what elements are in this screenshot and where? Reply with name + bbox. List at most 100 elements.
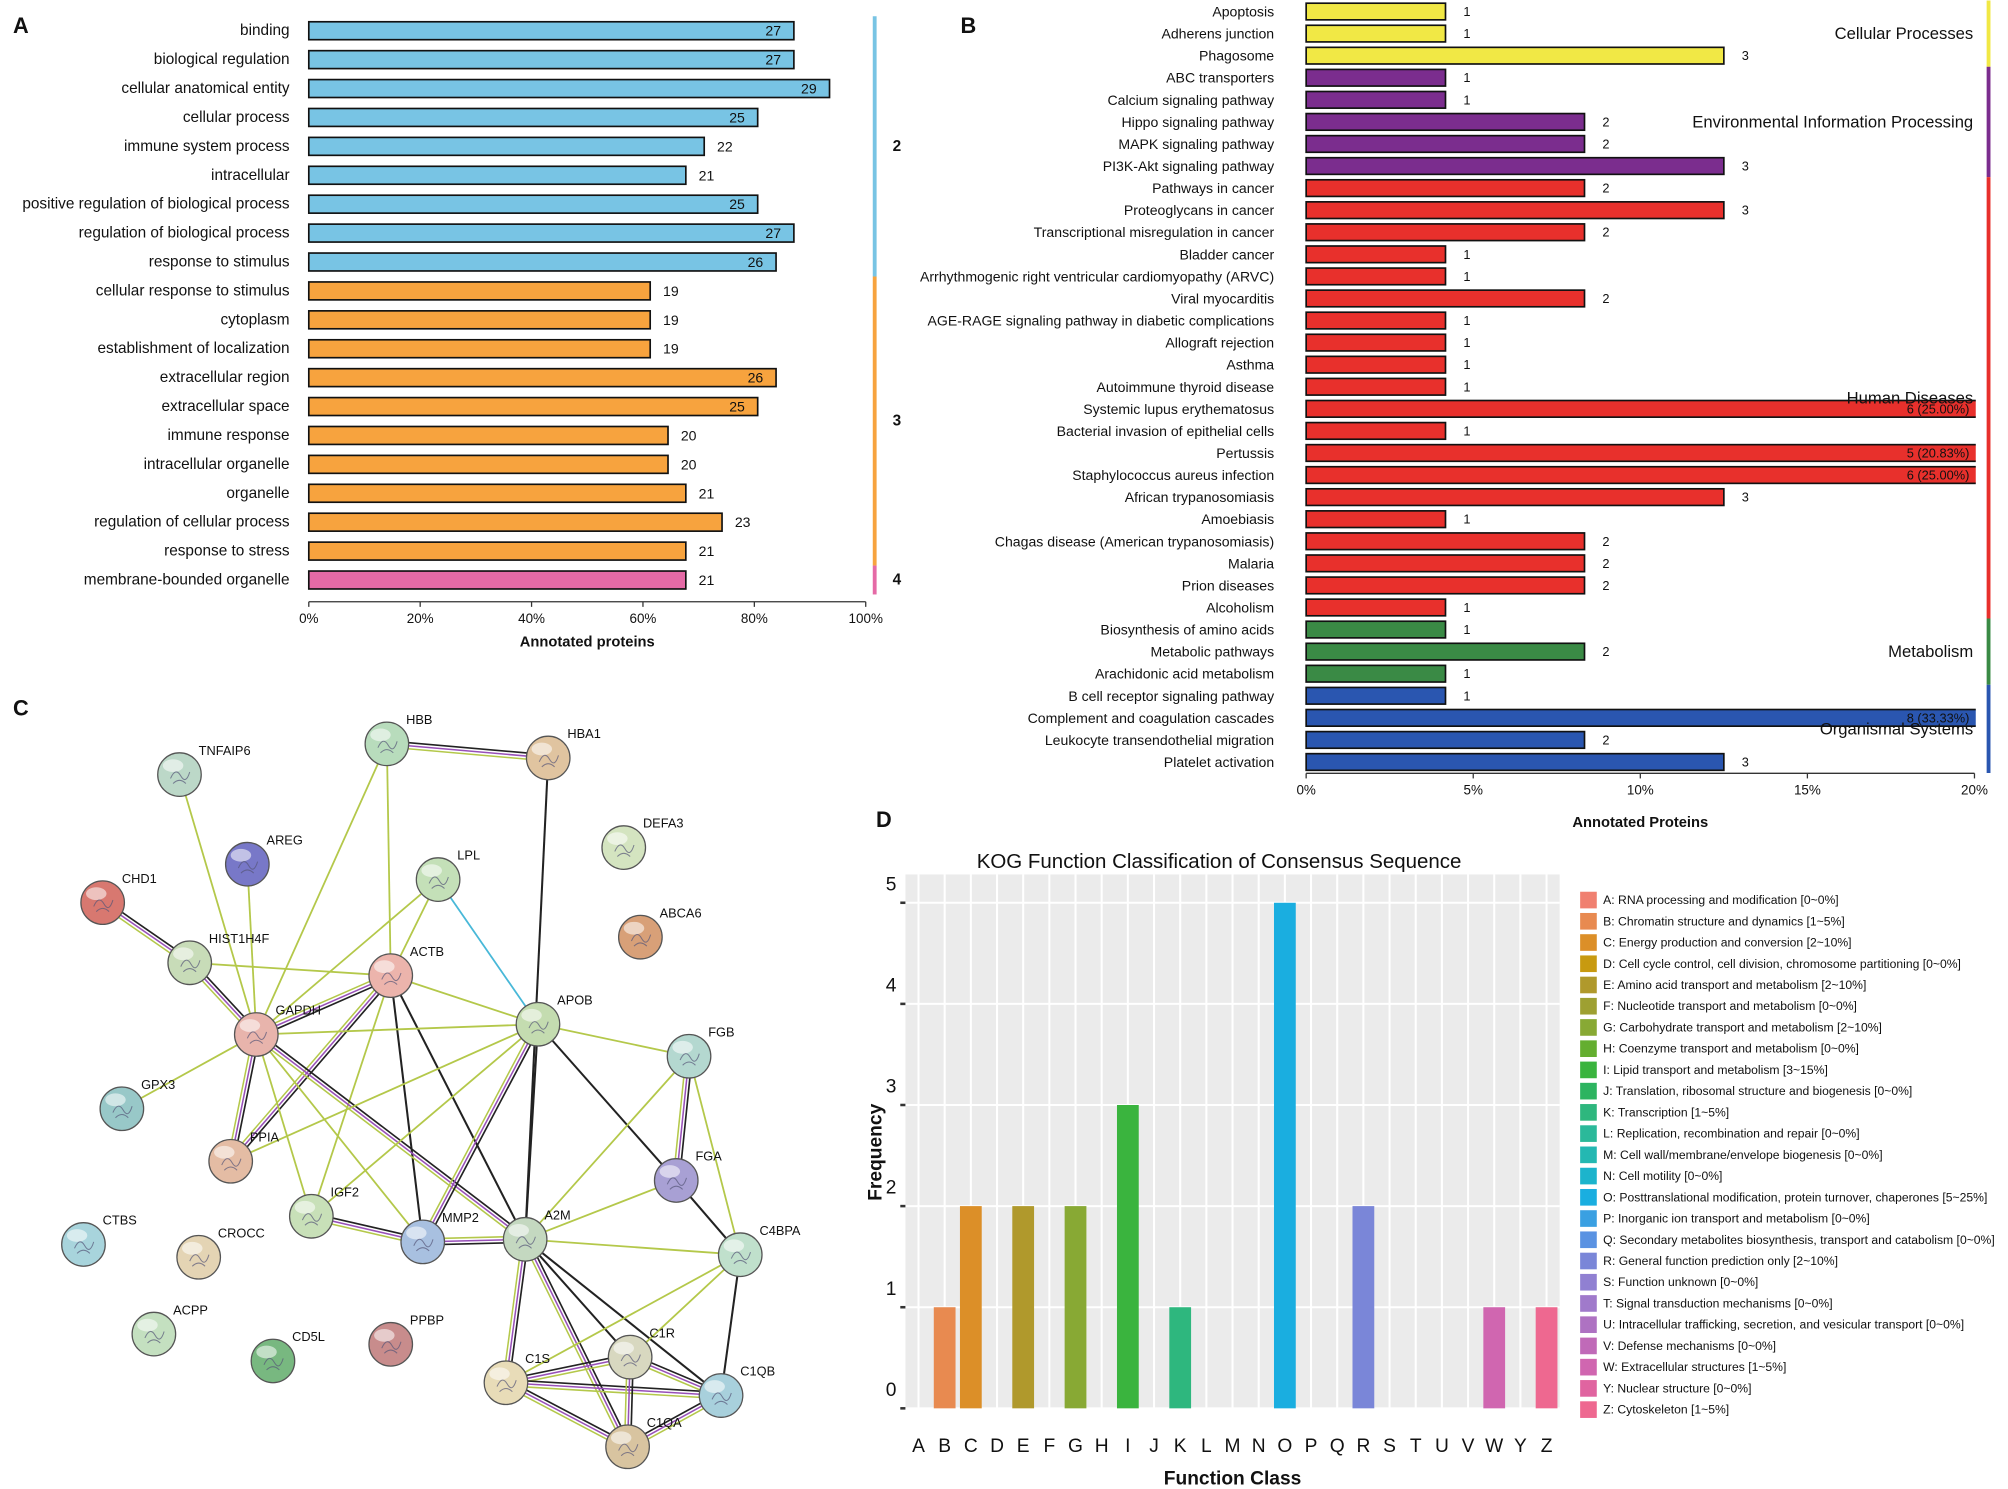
bar (1305, 289, 1586, 308)
x-tick-label: H (1095, 1436, 1109, 1457)
legend-swatch (1580, 1146, 1597, 1164)
legend-label: J: Translation, ribosomal structure and … (1603, 1084, 1912, 1098)
bar (1305, 686, 1447, 705)
data-label: 25 (729, 109, 745, 125)
data-label: 27 (765, 23, 781, 39)
data-label: 1 (1463, 357, 1470, 372)
category-label: Viral myocarditis (1171, 290, 1274, 306)
edge (524, 1179, 677, 1241)
edge (720, 1254, 742, 1396)
bar (1305, 68, 1447, 87)
edge (505, 1381, 722, 1397)
node-structure (144, 1331, 165, 1344)
data-label: 1 (1463, 379, 1470, 394)
legend-swatch (1580, 1082, 1597, 1100)
bar (1305, 311, 1447, 330)
node-highlight (406, 1226, 427, 1240)
node-label: A2M (544, 1208, 570, 1223)
category-label: Biosynthesis of amino acids (1100, 622, 1274, 638)
group-label: Human Diseases (1847, 388, 1974, 407)
edge (504, 1384, 627, 1451)
edge (230, 1023, 539, 1163)
node-label: C1QA (647, 1415, 682, 1430)
edge (390, 974, 539, 1026)
x-tick-label: 100% (849, 611, 883, 626)
category-label: Systemic lupus erythematosus (1083, 401, 1274, 417)
category-label: Calcium signaling pathway (1107, 92, 1275, 108)
data-label: 19 (663, 283, 679, 299)
bar (1305, 532, 1586, 551)
category-label: intracellular organelle (144, 456, 290, 473)
data-label: 21 (699, 485, 715, 501)
data-label: 25 (729, 399, 745, 415)
data-label: 1 (1463, 247, 1470, 262)
category-label: Pertussis (1216, 445, 1274, 461)
category-label: Allograft rejection (1165, 335, 1274, 351)
bar (307, 281, 652, 301)
data-label: 8 (33.33%) (1907, 710, 1970, 725)
bar (1305, 598, 1447, 617)
bar (1305, 267, 1447, 286)
legend-swatch (1580, 1358, 1597, 1376)
category-label: response to stress (164, 543, 290, 560)
category-label: Leukocyte transendothelial migration (1045, 732, 1274, 748)
x-tick-label: T (1410, 1436, 1422, 1457)
data-label: 2 (1602, 181, 1609, 196)
bar (959, 1206, 982, 1409)
x-tick-label: W (1485, 1436, 1504, 1457)
node-highlight (230, 848, 252, 862)
node-label: PPBP (410, 1312, 444, 1327)
network-panel: TNFAIP6 HBB HBA1 DEFA3 AREG LPL CHD1 ABCA6 HIST1… (61, 712, 801, 1470)
data-label: 23 (735, 514, 751, 530)
category-label: binding (240, 22, 290, 39)
category-label: cytoplasm (220, 311, 289, 328)
legend-swatch (1580, 1401, 1597, 1418)
group-label: Organismal Systems (1820, 719, 1973, 738)
node-highlight (421, 864, 442, 878)
legend-label: Q: Secondary metabolites biosynthesis, t… (1603, 1233, 1995, 1247)
bar (1305, 465, 1976, 485)
category-label: Platelet activation (1164, 754, 1274, 770)
bar (1305, 443, 1976, 463)
data-label: 20 (681, 427, 697, 443)
category-label: cellular process (183, 109, 290, 126)
x-tick-label: 15% (1794, 782, 1821, 797)
bar (1169, 1307, 1192, 1409)
bar (1064, 1206, 1087, 1409)
bar (307, 107, 759, 128)
node-highlight (623, 921, 645, 935)
data-label: 3 (1742, 490, 1749, 505)
node-highlight (489, 1367, 510, 1381)
legend-swatch (1580, 1231, 1597, 1249)
x-tick-label: 20% (407, 611, 434, 626)
edge (505, 1382, 628, 1448)
node-label: HIST1H4F (209, 931, 270, 946)
legend-label: F: Nucleotide transport and metabolism [… (1603, 999, 1857, 1013)
legend-label: K: Transcription [1~5%] (1603, 1105, 1729, 1119)
node-structure (221, 1158, 242, 1171)
legend-label: R: General function prediction only [2~1… (1603, 1254, 1838, 1268)
data-label: 2 (1602, 732, 1609, 747)
node-highlight (66, 1229, 88, 1242)
x-tick-label: Q (1330, 1436, 1345, 1457)
edge (505, 1385, 721, 1400)
node-highlight (521, 1008, 542, 1022)
bar (1305, 178, 1586, 198)
edge (310, 975, 392, 1217)
edge (537, 1023, 690, 1058)
node-label: C1S (525, 1351, 550, 1366)
edge (537, 1023, 678, 1182)
data-label: 2 (1602, 644, 1609, 659)
legend-swatch (1580, 1104, 1597, 1121)
data-label: 1 (1463, 70, 1470, 85)
panel-label: C (13, 696, 29, 721)
category-label: Pathways in cancer (1152, 180, 1274, 196)
x-tick-label: V (1462, 1436, 1475, 1457)
x-tick-label: A (912, 1436, 925, 1457)
category-label: establishment of localization (97, 340, 289, 357)
node-label: ACPP (173, 1302, 208, 1317)
edge (386, 743, 549, 759)
node-label: GPX3 (141, 1077, 175, 1092)
node-structure (666, 1177, 687, 1190)
